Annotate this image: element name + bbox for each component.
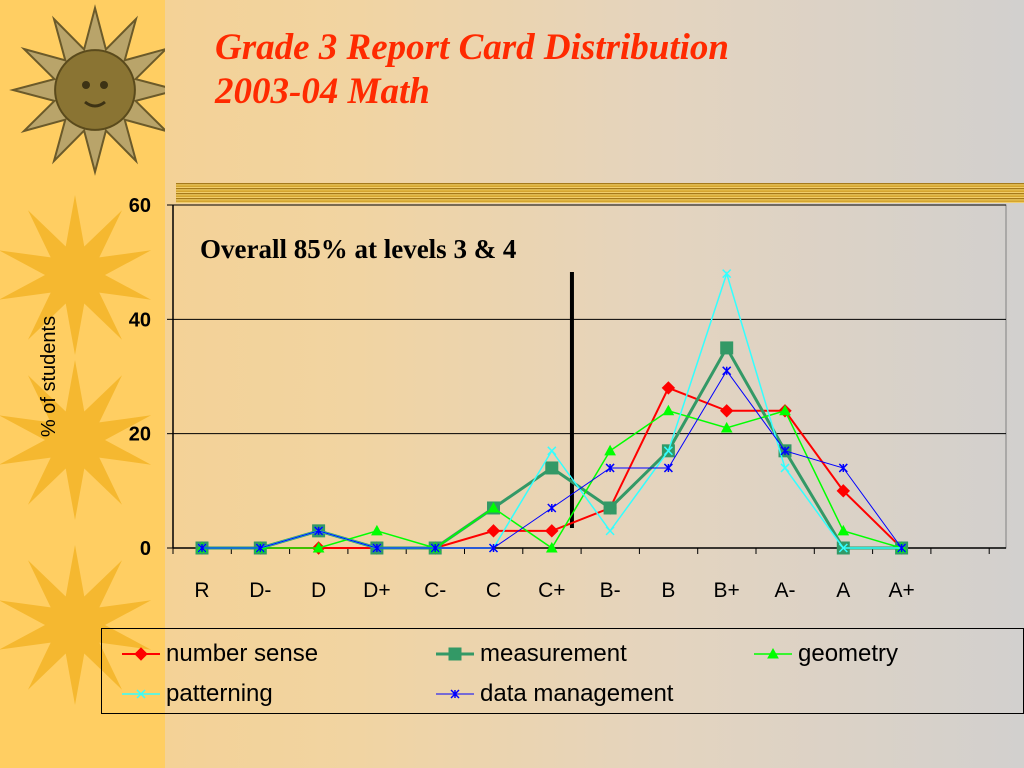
- data-point: [487, 501, 500, 513]
- data-point: [722, 366, 732, 376]
- data-point: [312, 541, 325, 553]
- data-point: [603, 501, 617, 515]
- data-point: [720, 421, 733, 433]
- legend-swatch: [436, 689, 474, 699]
- y-axis-title: % of students: [38, 316, 60, 437]
- legend-label: patterning: [166, 680, 273, 707]
- legend-swatch: [754, 647, 792, 659]
- data-point: [719, 404, 734, 418]
- x-tick-label: B+: [714, 579, 740, 602]
- x-tick-label: D: [311, 579, 326, 602]
- data-point: [545, 461, 559, 475]
- legend-label: number sense: [166, 640, 319, 667]
- chart-legend: number sense measurement geometry patternin…: [101, 628, 1024, 714]
- x-tick-label: R: [194, 579, 209, 602]
- data-point: [547, 503, 557, 513]
- legend-item: geometry: [754, 639, 898, 669]
- series-line: [202, 344, 902, 550]
- data-point: [838, 543, 848, 553]
- sun-icon: [0, 360, 152, 520]
- legend-item: patterning: [122, 679, 273, 709]
- data-point: [897, 543, 907, 553]
- legend-item: number sense: [122, 639, 318, 669]
- x-tick-label: A-: [775, 579, 796, 602]
- data-point: [780, 463, 790, 473]
- data-point: [314, 526, 324, 536]
- x-tick-label: C-: [424, 579, 446, 602]
- x-tick-label: D-: [249, 579, 271, 602]
- data-point: [605, 526, 615, 536]
- data-point: [838, 463, 848, 473]
- data-point: [488, 543, 499, 553]
- slide-title: Grade 3 Report Card Distribution 2003-04…: [215, 26, 729, 114]
- data-point: [545, 541, 558, 553]
- data-point: [448, 647, 462, 661]
- series-data-management: [197, 366, 907, 553]
- x-tick-label: A: [836, 579, 850, 602]
- x-tick-label: D+: [363, 579, 390, 602]
- chart-annotation: Overall 85% at levels 3 & 4: [200, 234, 516, 264]
- data-point: [604, 444, 616, 456]
- x-tick-label: B: [661, 579, 675, 602]
- sun-decoration-icon: [0, 4, 165, 705]
- legend-item: data management: [436, 679, 673, 709]
- y-tick-label: 40: [129, 309, 151, 331]
- data-point: [662, 404, 675, 416]
- data-point: [134, 647, 148, 661]
- y-tick-label: 20: [129, 424, 151, 446]
- data-point: [136, 689, 146, 699]
- sun-icon: [0, 195, 152, 355]
- legend-swatch: [122, 689, 160, 699]
- data-point: [372, 543, 382, 553]
- data-point: [545, 524, 559, 538]
- series-line: [202, 369, 903, 549]
- data-point: [197, 543, 207, 553]
- x-tick-label: C: [486, 579, 501, 602]
- y-tick-label: 60: [129, 195, 151, 217]
- legend-item: measurement: [436, 639, 627, 669]
- data-point: [430, 543, 440, 553]
- data-point: [661, 381, 676, 395]
- x-tick-label: A+: [888, 579, 914, 602]
- data-point: [836, 484, 851, 498]
- data-point: [547, 446, 557, 456]
- legend-swatch: [122, 647, 160, 661]
- y-tick-label: 0: [140, 538, 151, 560]
- sun-icon: [0, 545, 152, 705]
- data-point: [255, 543, 265, 553]
- legend-label: geometry: [798, 640, 899, 667]
- data-point: [605, 463, 615, 473]
- data-point: [779, 404, 791, 416]
- data-point: [663, 463, 673, 473]
- data-point: [720, 341, 734, 355]
- data-point: [486, 524, 501, 538]
- data-point: [371, 524, 383, 536]
- data-point: [663, 446, 673, 456]
- x-tick-label: B-: [600, 579, 621, 602]
- data-point: [722, 269, 732, 279]
- legend-label: measurement: [480, 640, 627, 667]
- data-point: [780, 446, 790, 456]
- x-tick-label: C+: [538, 579, 565, 602]
- gold-divider-rule: [176, 183, 1024, 203]
- series-measurement: [195, 341, 909, 555]
- sun-icon: [9, 4, 165, 176]
- legend-swatch: [436, 647, 474, 661]
- data-point: [767, 647, 779, 659]
- data-point: [837, 524, 850, 536]
- slide-title-line-2: 2003-04 Math: [215, 71, 430, 112]
- slide-title-line-1: Grade 3 Report Card Distribution: [215, 27, 729, 68]
- data-point: [450, 689, 460, 699]
- legend-label: data management: [480, 680, 674, 707]
